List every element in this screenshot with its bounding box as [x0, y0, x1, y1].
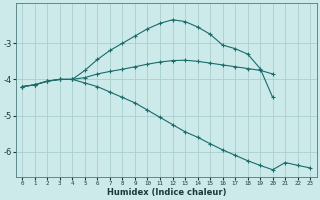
X-axis label: Humidex (Indice chaleur): Humidex (Indice chaleur) — [107, 188, 226, 197]
